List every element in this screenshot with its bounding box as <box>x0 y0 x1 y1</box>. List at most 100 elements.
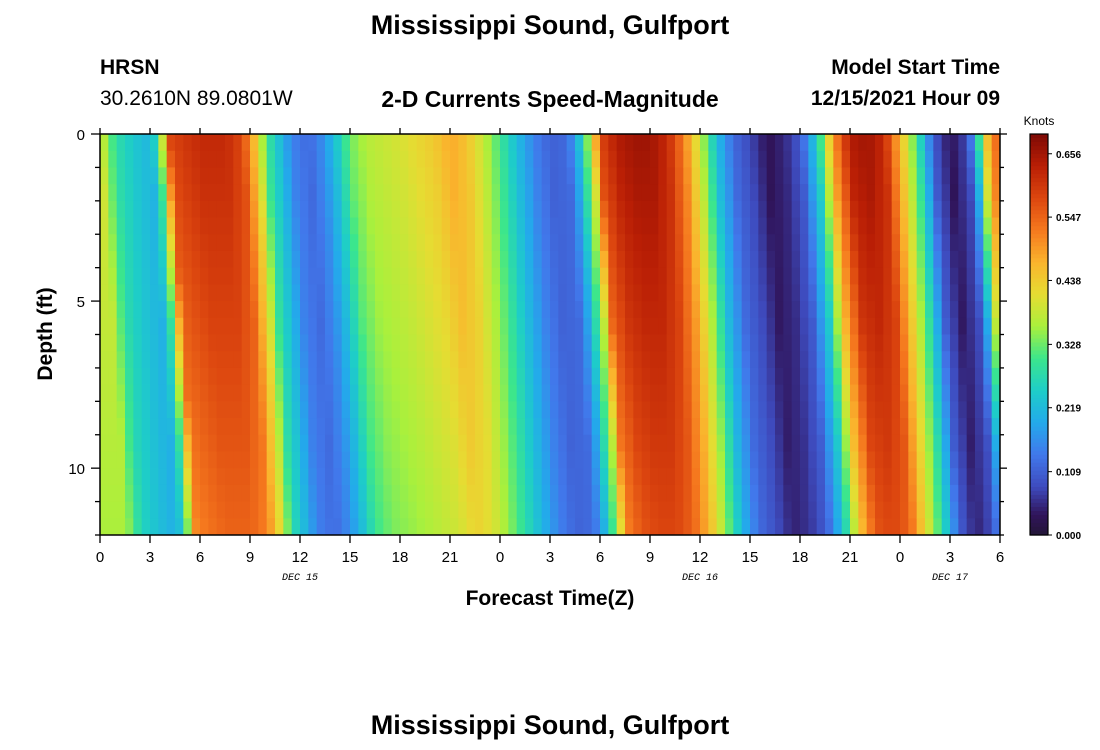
heatmap-cell <box>341 234 351 252</box>
heatmap-cell <box>166 501 176 519</box>
heatmap-cell <box>350 200 359 219</box>
heatmap-cell <box>208 134 218 152</box>
heatmap-cell <box>900 284 909 302</box>
colorbar-segment <box>1030 326 1048 332</box>
heatmap-cell <box>608 234 618 252</box>
heatmap-cell <box>558 484 568 503</box>
heatmap-cell <box>225 150 234 168</box>
heatmap-cell <box>158 134 168 152</box>
heatmap-cell <box>775 167 784 185</box>
heatmap-cell <box>766 184 776 202</box>
heatmap-cell <box>191 284 201 302</box>
heatmap-cell <box>758 418 768 436</box>
heatmap-cell <box>941 150 951 168</box>
heatmap-cell <box>925 234 934 252</box>
heatmap-cell <box>333 284 343 302</box>
heatmap-cell <box>950 217 959 235</box>
heatmap-cell <box>775 518 784 536</box>
heatmap-cell <box>116 267 126 285</box>
heatmap-cell <box>683 150 693 168</box>
heatmap-cell <box>133 150 143 168</box>
heatmap-cell <box>658 284 668 302</box>
heatmap-cell <box>750 301 759 319</box>
heatmap-cell <box>266 267 276 285</box>
heatmap-cell <box>933 150 943 168</box>
heatmap-cell <box>516 468 526 486</box>
heatmap-cell <box>208 367 218 386</box>
heatmap-cell <box>116 150 126 168</box>
heatmap-cell <box>425 301 434 319</box>
heatmap-cell <box>675 234 684 252</box>
heatmap-cell <box>158 434 168 452</box>
heatmap-cell <box>250 284 259 302</box>
heatmap-cell <box>716 384 726 402</box>
heatmap-cell <box>725 267 734 285</box>
heatmap-cell <box>350 501 359 519</box>
colorbar-segment <box>1030 474 1048 480</box>
x-tick-label: 3 <box>146 549 154 566</box>
heatmap-cell <box>183 184 193 202</box>
heatmap-cell <box>908 334 918 352</box>
heatmap-cell <box>725 134 734 152</box>
heatmap-cell <box>125 284 134 302</box>
heatmap-cell <box>541 267 551 285</box>
heatmap-cell <box>808 351 818 369</box>
heatmap-cell <box>291 134 301 152</box>
heatmap-cell <box>108 200 118 219</box>
heatmap-cell <box>566 468 576 486</box>
heatmap-cell <box>883 484 893 503</box>
heatmap-cells <box>100 134 1001 536</box>
heatmap-cell <box>975 518 984 536</box>
heatmap-cell <box>233 284 243 302</box>
heatmap-cell <box>283 351 293 369</box>
heatmap-cell <box>783 317 793 335</box>
heatmap-cell <box>750 167 759 185</box>
heatmap-cell <box>150 284 159 302</box>
heatmap-cell <box>583 150 593 168</box>
heatmap-cell <box>725 451 734 469</box>
heatmap-cell <box>300 418 309 436</box>
heatmap-cell <box>883 518 893 536</box>
heatmap-cell <box>558 501 568 519</box>
heatmap-cell <box>266 217 276 235</box>
x-tick-label: 21 <box>442 549 459 566</box>
heatmap-cell <box>358 217 368 235</box>
heatmap-cell <box>883 434 893 452</box>
heatmap-cell <box>825 484 834 503</box>
heatmap-cell <box>658 334 668 352</box>
heatmap-cell <box>791 134 801 152</box>
heatmap-cell <box>441 217 451 235</box>
heatmap-cell <box>908 200 918 219</box>
heatmap-cell <box>625 200 634 219</box>
heatmap-cell <box>700 468 709 486</box>
heatmap-cell <box>641 217 651 235</box>
heatmap-cell <box>533 234 543 252</box>
heatmap-cell <box>241 434 251 452</box>
heatmap-cell <box>758 501 768 519</box>
heatmap-cell <box>683 284 693 302</box>
heatmap-cell <box>875 367 884 386</box>
heatmap-cell <box>950 367 959 386</box>
heatmap-cell <box>550 384 559 402</box>
colorbar-segment <box>1030 170 1048 175</box>
heatmap-cell <box>400 334 409 352</box>
heatmap-cell <box>616 234 626 252</box>
heatmap-cell <box>358 200 368 219</box>
heatmap-cell <box>850 451 859 469</box>
heatmap-cell <box>133 418 143 436</box>
heatmap-cell <box>916 384 926 402</box>
heatmap-cell <box>816 134 826 152</box>
heatmap-cell <box>291 200 301 219</box>
heatmap-cell <box>375 501 384 519</box>
heatmap-cell <box>508 451 518 469</box>
heatmap-cell <box>483 134 493 152</box>
heatmap-cell <box>741 167 751 185</box>
heatmap-cell <box>391 484 401 503</box>
heatmap-cell <box>666 501 676 519</box>
heatmap-cell <box>900 418 909 436</box>
heatmap-cell <box>700 451 709 469</box>
heatmap-cell <box>500 267 509 285</box>
heatmap-cell <box>608 267 618 285</box>
heatmap-cell <box>550 351 559 369</box>
heatmap-cell <box>125 451 134 469</box>
